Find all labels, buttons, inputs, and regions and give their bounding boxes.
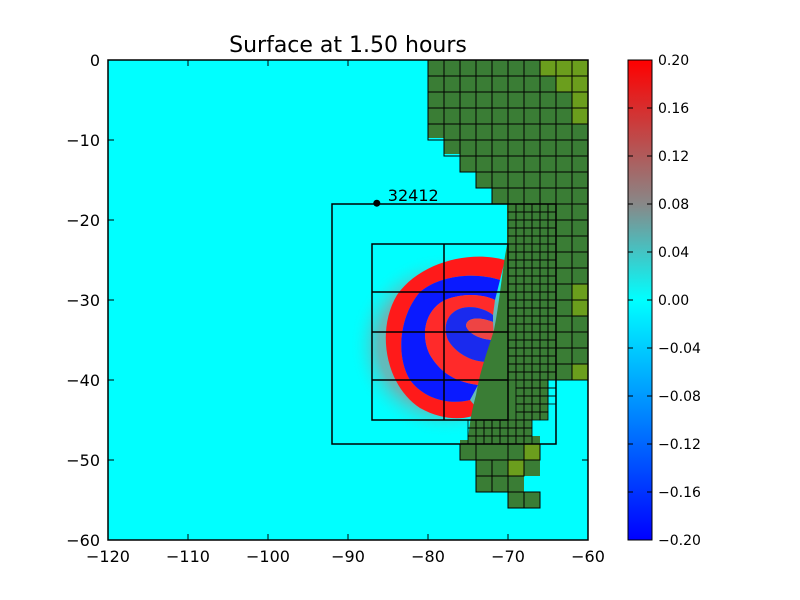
wave-negative-ring bbox=[401, 275, 500, 402]
x-tick-label: −80 bbox=[411, 547, 445, 566]
wave-inner-positive bbox=[425, 295, 495, 385]
colorbar-tick-label: −0.04 bbox=[658, 341, 701, 357]
y-tick-label: −60 bbox=[66, 531, 100, 550]
x-tick-label: −90 bbox=[331, 547, 365, 566]
colorbar-tick-label: 0.04 bbox=[658, 245, 689, 261]
land-cell bbox=[523, 491, 541, 509]
colorbar-tick-label: 0.00 bbox=[658, 293, 689, 309]
colorbar-ticks: 0.20 0.16 0.12 0.08 0.04 0.00 −0.04 −0.08 −0.12 −… bbox=[628, 53, 701, 549]
gauge-label: 32412 bbox=[388, 186, 439, 205]
wave-inner-negative bbox=[445, 307, 494, 362]
x-tick-label: −100 bbox=[246, 547, 290, 566]
inner-region-grid bbox=[372, 244, 508, 420]
colorbar-tick-label: 0.12 bbox=[658, 149, 689, 165]
x-tick-label: −60 bbox=[571, 547, 605, 566]
y-tick-label: −40 bbox=[66, 371, 100, 390]
y-tick-label: 0 bbox=[90, 51, 100, 70]
land-cell bbox=[491, 475, 509, 493]
y-tick-label: −20 bbox=[66, 211, 100, 230]
colorbar-tick-label: 0.20 bbox=[658, 53, 689, 69]
colorbar-tick-label: −0.20 bbox=[658, 533, 701, 549]
colorbar-tick-label: −0.08 bbox=[658, 389, 701, 405]
x-tick-label: −110 bbox=[166, 547, 210, 566]
plot-area bbox=[108, 60, 588, 540]
southern-land bbox=[460, 436, 540, 508]
colorbar-tick-label: 0.16 bbox=[658, 101, 689, 117]
wave-positive-ring bbox=[385, 256, 505, 419]
x-axis: −120 −110 −100 −90 −80 −70 −60 bbox=[86, 60, 605, 566]
gauge-marker bbox=[373, 199, 381, 207]
colorbar-tick-label: −0.16 bbox=[658, 485, 701, 501]
x-tick-label: −120 bbox=[86, 547, 130, 566]
refinement-region bbox=[331, 203, 557, 445]
colorbar: 0.20 0.16 0.12 0.08 0.04 0.00 −0.04 −0.08 −0.12 −… bbox=[627, 53, 701, 549]
wave-core bbox=[466, 318, 494, 340]
chart-title: Surface at 1.50 hours bbox=[229, 33, 467, 58]
colorbar-tick-label: 0.08 bbox=[658, 197, 689, 213]
colorbar-tick-label: −0.12 bbox=[658, 437, 701, 453]
land-cell bbox=[507, 459, 525, 477]
y-axis: 0 −10 −20 −30 −40 −50 −60 bbox=[66, 51, 588, 550]
fine-land-cell bbox=[539, 411, 549, 421]
y-tick-label: −30 bbox=[66, 291, 100, 310]
x-tick-label: −70 bbox=[491, 547, 525, 566]
y-tick-label: −10 bbox=[66, 131, 100, 150]
land-cell bbox=[571, 363, 588, 381]
y-tick-label: −50 bbox=[66, 451, 100, 470]
